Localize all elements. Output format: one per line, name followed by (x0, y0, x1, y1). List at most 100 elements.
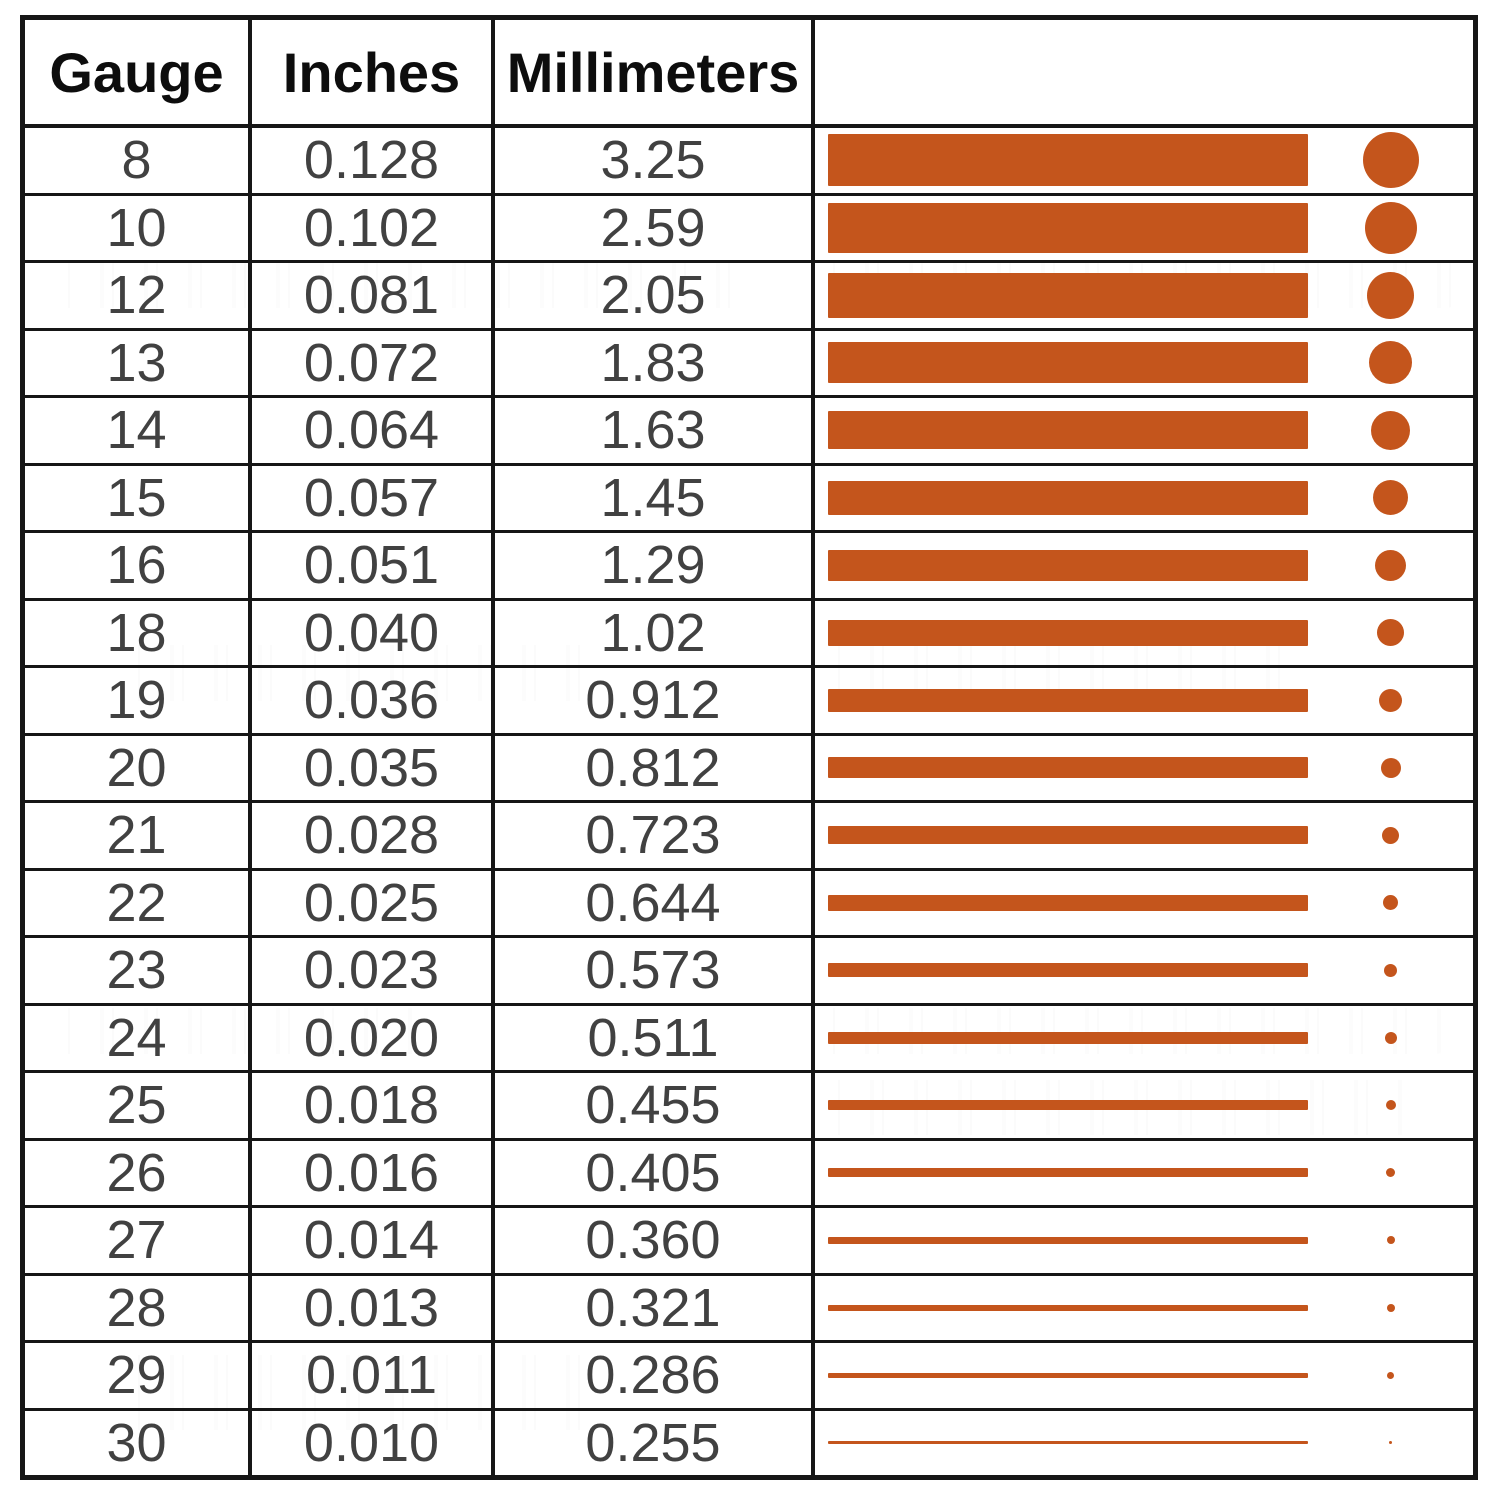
dot-area (1308, 826, 1473, 844)
diameter-dot (1389, 1441, 1392, 1445)
millimeters-cell: 0.360 (495, 1208, 815, 1273)
table-header-row: Gauge Inches Millimeters (25, 20, 1473, 128)
diameter-dot (1383, 895, 1398, 911)
table-row: 24 0.020 0.511 (25, 1005, 1473, 1073)
gauge-cell: 16 (25, 533, 252, 598)
diameter-bar (828, 342, 1308, 384)
table-row: 27 0.014 0.360 (25, 1208, 1473, 1276)
diameter-dot (1384, 963, 1397, 977)
diameter-bar (828, 1372, 1308, 1378)
gauge-cell: 25 (25, 1073, 252, 1138)
millimeters-cell: 0.511 (495, 1005, 815, 1070)
diameter-bar (828, 549, 1308, 581)
gauge-cell: 8 (25, 128, 252, 193)
gauge-cell: 28 (25, 1275, 252, 1340)
table-row: 20 0.035 0.812 (25, 735, 1473, 803)
inches-cell: 0.016 (252, 1140, 495, 1205)
visual-cell (815, 1411, 1473, 1476)
diameter-bar (828, 619, 1308, 646)
gauge-cell: 15 (25, 465, 252, 530)
diameter-bar (828, 1441, 1308, 1445)
dot-area (1308, 1100, 1473, 1111)
diameter-bar (828, 894, 1308, 911)
table-row: 16 0.051 1.29 (25, 533, 1473, 601)
millimeters-cell: 1.29 (495, 533, 815, 598)
gauge-cell: 19 (25, 668, 252, 733)
visual-cell (815, 1208, 1473, 1273)
table-row: 10 0.102 2.59 (25, 195, 1473, 263)
millimeters-cell: 0.644 (495, 870, 815, 935)
table-row: 14 0.064 1.63 (25, 398, 1473, 466)
inches-cell: 0.011 (252, 1343, 495, 1408)
visual-cell (815, 601, 1473, 666)
inches-cell: 0.051 (252, 533, 495, 598)
inches-cell: 0.072 (252, 330, 495, 395)
header-inches: Inches (252, 20, 495, 124)
diameter-bar (828, 688, 1308, 712)
diameter-bar (828, 134, 1308, 187)
diameter-dot (1386, 1303, 1395, 1312)
dot-area (1308, 1371, 1473, 1379)
inches-cell: 0.025 (252, 870, 495, 935)
diameter-bar (828, 826, 1308, 845)
visual-cell (815, 196, 1473, 261)
diameter-dot (1379, 688, 1402, 712)
dot-area (1308, 1031, 1473, 1044)
table-row: 13 0.072 1.83 (25, 330, 1473, 398)
header-gauge: Gauge (25, 20, 252, 124)
table-row: 25 0.018 0.455 (25, 1073, 1473, 1141)
visual-cell (815, 1006, 1473, 1071)
diameter-dot (1369, 341, 1412, 385)
visual-cell (815, 938, 1473, 1003)
millimeters-cell: 0.405 (495, 1140, 815, 1205)
diameter-dot (1382, 826, 1399, 844)
dot-area (1308, 549, 1473, 581)
gauge-cell: 21 (25, 803, 252, 868)
diameter-dot (1373, 480, 1408, 516)
inches-cell: 0.057 (252, 465, 495, 530)
table-row: 29 0.011 0.286 (25, 1343, 1473, 1411)
dot-area (1308, 688, 1473, 712)
millimeters-cell: 1.83 (495, 330, 815, 395)
diameter-dot (1380, 757, 1401, 778)
gauge-cell: 22 (25, 870, 252, 935)
inches-cell: 0.036 (252, 668, 495, 733)
dot-area (1308, 963, 1473, 977)
diameter-bar (828, 1168, 1308, 1178)
diameter-dot (1362, 132, 1419, 189)
gauge-cell: 24 (25, 1005, 252, 1070)
dot-area (1308, 1303, 1473, 1312)
diameter-dot (1377, 619, 1404, 647)
millimeters-cell: 2.05 (495, 263, 815, 328)
inches-cell: 0.014 (252, 1208, 495, 1273)
millimeters-cell: 0.286 (495, 1343, 815, 1408)
dot-area (1308, 1168, 1473, 1178)
visual-cell (815, 1276, 1473, 1341)
millimeters-cell: 1.45 (495, 465, 815, 530)
dot-area (1308, 1441, 1473, 1445)
inches-cell: 0.018 (252, 1073, 495, 1138)
visual-cell (815, 128, 1473, 193)
dot-area (1308, 480, 1473, 516)
diameter-dot (1375, 549, 1406, 581)
inches-cell: 0.028 (252, 803, 495, 868)
gauge-cell: 27 (25, 1208, 252, 1273)
header-millimeters: Millimeters (495, 20, 815, 124)
table-row: 21 0.028 0.723 (25, 803, 1473, 871)
visual-cell (815, 533, 1473, 598)
diameter-dot (1387, 1371, 1394, 1379)
table-row: 19 0.036 0.912 (25, 668, 1473, 736)
diameter-dot (1385, 1100, 1396, 1111)
diameter-dot (1384, 1031, 1397, 1044)
dot-area (1308, 757, 1473, 778)
visual-cell (815, 1141, 1473, 1206)
diameter-bar (828, 1031, 1308, 1044)
millimeters-cell: 0.723 (495, 803, 815, 868)
diameter-bar (828, 1236, 1308, 1244)
dot-area (1308, 895, 1473, 911)
table-row: 30 0.010 0.255 (25, 1410, 1473, 1476)
gauge-cell: 30 (25, 1410, 252, 1475)
visual-cell (815, 398, 1473, 463)
diameter-bar (828, 272, 1308, 318)
